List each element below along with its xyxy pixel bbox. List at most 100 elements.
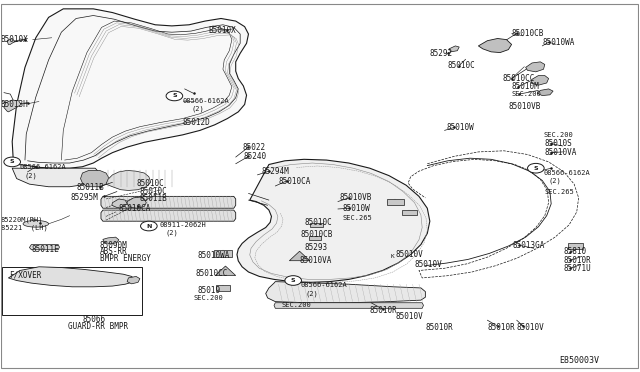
Polygon shape: [274, 303, 424, 308]
Text: B5010X: B5010X: [1, 35, 28, 44]
Text: 85010CC: 85010CC: [502, 74, 535, 83]
Text: 85010V: 85010V: [396, 312, 423, 321]
Text: 85019: 85019: [197, 286, 221, 295]
Text: 85810: 85810: [564, 247, 587, 256]
Text: F/XOVER: F/XOVER: [9, 270, 42, 279]
Polygon shape: [308, 235, 321, 240]
Polygon shape: [29, 244, 60, 250]
Text: 85010S: 85010S: [545, 139, 573, 148]
Text: 85010CA: 85010CA: [278, 177, 311, 186]
Circle shape: [166, 91, 182, 101]
Text: S: S: [10, 160, 15, 164]
Text: 85090M: 85090M: [100, 241, 127, 250]
Text: 85221  (LH): 85221 (LH): [1, 224, 47, 231]
Text: (2): (2): [25, 173, 38, 179]
Text: E850003V: E850003V: [559, 356, 600, 365]
Polygon shape: [215, 266, 236, 276]
Text: N: N: [146, 224, 152, 228]
Text: K: K: [390, 254, 394, 259]
Text: 85010CB: 85010CB: [301, 230, 333, 240]
Polygon shape: [7, 38, 15, 44]
Polygon shape: [8, 267, 135, 287]
Text: 85010V: 85010V: [415, 260, 442, 269]
Circle shape: [4, 157, 20, 167]
Text: 85220M(RH): 85220M(RH): [1, 217, 43, 223]
Polygon shape: [289, 251, 310, 261]
Text: 85010CA: 85010CA: [119, 204, 151, 213]
Text: SEC.265: SEC.265: [342, 215, 372, 221]
Text: 85010R: 85010R: [426, 323, 453, 332]
Polygon shape: [101, 210, 236, 221]
Text: ABS-RR: ABS-RR: [100, 247, 127, 256]
Text: 85010C: 85010C: [448, 61, 476, 70]
Polygon shape: [266, 282, 426, 303]
Text: 85010R: 85010R: [564, 256, 592, 264]
Polygon shape: [112, 199, 127, 208]
Text: (2): (2): [166, 230, 178, 236]
Polygon shape: [106, 170, 151, 190]
Polygon shape: [525, 62, 545, 72]
Text: 85010W: 85010W: [447, 123, 474, 132]
Polygon shape: [478, 38, 511, 52]
FancyBboxPatch shape: [2, 267, 143, 315]
Text: 85010VA: 85010VA: [545, 148, 577, 157]
Text: 85010CB: 85010CB: [511, 29, 544, 38]
Text: 85010VA: 85010VA: [300, 256, 332, 265]
Polygon shape: [214, 250, 232, 257]
Text: 85011B: 85011B: [76, 183, 104, 192]
Text: 85010VB: 85010VB: [508, 102, 541, 111]
Circle shape: [285, 276, 301, 285]
Text: 85022: 85022: [242, 142, 265, 151]
Text: 08911-2062H: 08911-2062H: [159, 222, 206, 228]
Text: 85010C: 85010C: [136, 179, 164, 187]
Text: GUARD-RR BMPR: GUARD-RR BMPR: [68, 322, 128, 331]
Text: 85010R: 85010R: [370, 306, 397, 315]
Text: BMPR ENERGY: BMPR ENERGY: [100, 254, 150, 263]
Polygon shape: [310, 222, 323, 227]
Text: S: S: [291, 278, 296, 283]
Polygon shape: [216, 285, 230, 291]
Polygon shape: [237, 159, 430, 282]
Text: 85010WA: 85010WA: [197, 251, 230, 260]
Text: S: S: [534, 166, 538, 171]
Text: 85012D: 85012D: [182, 119, 211, 128]
Text: (2): (2): [191, 106, 204, 112]
Text: SEC.200: SEC.200: [282, 302, 312, 308]
Text: 85010VB: 85010VB: [339, 193, 372, 202]
Text: 85010W: 85010W: [342, 204, 370, 213]
Text: 85240: 85240: [243, 152, 266, 161]
Text: SEC.265: SEC.265: [545, 189, 575, 195]
Text: 85011B: 85011B: [140, 195, 168, 203]
Circle shape: [141, 221, 157, 231]
Polygon shape: [12, 9, 248, 168]
Ellipse shape: [23, 221, 49, 227]
Text: 08566-6162A: 08566-6162A: [20, 164, 67, 170]
Text: 85010R: 85010R: [487, 323, 515, 332]
Text: (2): (2): [306, 290, 319, 297]
Text: 85292: 85292: [430, 49, 453, 58]
Text: 85295M: 85295M: [71, 193, 99, 202]
Polygon shape: [537, 89, 553, 96]
Text: 08566-6162A: 08566-6162A: [301, 282, 348, 288]
Polygon shape: [127, 197, 147, 208]
Polygon shape: [449, 46, 460, 52]
Polygon shape: [127, 276, 140, 284]
Text: 08566-6162A: 08566-6162A: [182, 98, 230, 104]
Text: 85294M: 85294M: [261, 167, 289, 176]
Polygon shape: [12, 168, 100, 187]
Text: 85011E: 85011E: [31, 244, 59, 253]
Text: 85013GA: 85013GA: [513, 241, 545, 250]
Text: 85010V: 85010V: [396, 250, 423, 259]
Polygon shape: [4, 100, 21, 112]
Text: B5013H: B5013H: [1, 100, 28, 109]
Text: 85066: 85066: [83, 315, 106, 324]
Text: 85010V: 85010V: [516, 323, 545, 332]
Text: 85071U: 85071U: [564, 264, 592, 273]
Text: 85293: 85293: [304, 243, 327, 252]
Text: (2): (2): [548, 177, 561, 184]
Polygon shape: [531, 76, 548, 85]
Text: 85010C: 85010C: [304, 218, 332, 227]
Text: 08566-6162A: 08566-6162A: [543, 170, 590, 176]
Text: SEC.200: SEC.200: [193, 295, 223, 301]
Polygon shape: [387, 199, 404, 205]
